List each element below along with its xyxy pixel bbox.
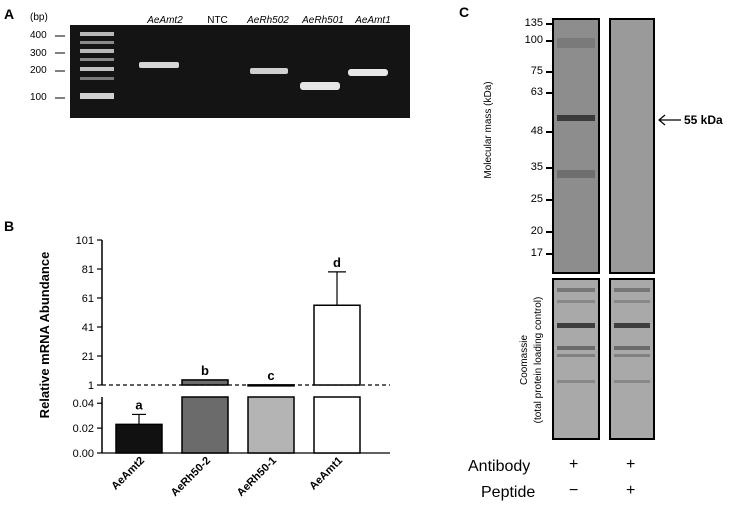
band-aeamt1 <box>348 69 388 76</box>
marker-tick <box>546 40 555 42</box>
ladder-400-label: 400 <box>30 30 47 41</box>
peptide-row-label: Peptide <box>481 484 536 501</box>
significance-letter: c <box>267 368 274 383</box>
bar-AeAmt2 <box>115 423 163 454</box>
chart-plot: 101 81 61 41 21 1 0.04 0.02 0.00 a AeAmt2 b AeRh50-2… <box>73 235 390 499</box>
marker-tick <box>546 71 555 73</box>
coomassie-label-svg: Coomassie (total protein loading control… <box>519 297 544 424</box>
upper-y-tick-label: 1 <box>88 380 94 392</box>
upper-y-tick-label: 81 <box>82 264 94 276</box>
x-tick-label: AeRh50-2 <box>169 455 213 499</box>
x-tick-label: AeAmt2 <box>109 455 147 493</box>
band-aeamt2 <box>139 62 179 68</box>
marker-tick <box>546 23 555 25</box>
ladder-100-label: 100 <box>30 92 47 103</box>
western-y-axis-label: Molecular mass (kDa) <box>483 81 494 178</box>
lane-label-aeamt1: AeAmt1 <box>355 15 391 26</box>
arrow-icon <box>658 114 681 126</box>
ladder-band <box>80 41 114 44</box>
lane2-antibody-sign: + <box>626 456 636 473</box>
ladder-ticks <box>55 35 65 99</box>
ladder-band <box>80 58 114 61</box>
marker-label: 135 <box>524 17 543 29</box>
bar-lower-AeAmt1 <box>313 396 361 454</box>
gel-unit-label: (bp) <box>30 12 48 23</box>
bar-lower-AeRh50-2 <box>181 396 229 454</box>
ladder-band <box>80 67 114 71</box>
lane-label-aerh501: AeRh501 <box>302 15 344 26</box>
ladder-band <box>80 93 114 99</box>
agarose-gel <box>70 25 410 118</box>
x-tick-label: AeRh50-1 <box>235 455 279 499</box>
significance-letter: a <box>135 397 143 412</box>
lane-label-aeamt2: AeAmt2 <box>147 15 183 26</box>
antibody-row-label: Antibody <box>468 458 531 475</box>
lane1-peptide-sign: − <box>569 482 579 499</box>
upper-y-tick-label: 41 <box>82 322 94 334</box>
marker-tick <box>546 92 555 94</box>
band-55kda <box>557 115 595 121</box>
marker-tick <box>546 167 555 169</box>
marker-label: 17 <box>530 247 543 259</box>
marker-tick <box>546 231 555 233</box>
marker-ladder: 135 100 75 63 48 35 25 20 17 <box>505 0 555 280</box>
marker-label: 25 <box>530 193 543 205</box>
gel-bands <box>70 25 410 118</box>
ladder-200-label: 200 <box>30 65 47 76</box>
panel-c-label: C <box>459 4 470 20</box>
lower-y-tick-label: 0.00 <box>73 448 94 460</box>
x-tick-label: AeAmt1 <box>307 455 345 493</box>
lower-y-tick-label: 0.04 <box>73 398 94 410</box>
coomassie-lane-1 <box>552 278 600 440</box>
bar-upper-AeRh50-1 <box>247 384 295 387</box>
marker-label: 63 <box>530 86 543 98</box>
marker-label: 35 <box>530 161 543 173</box>
band-aerh501 <box>300 82 340 90</box>
lane-label-ntc: NTC <box>207 15 228 26</box>
significance-letter: b <box>201 363 209 378</box>
marker-label: 20 <box>530 225 543 237</box>
upper-y-tick-label: 101 <box>76 235 94 247</box>
arrow-label: 55 kDa <box>684 113 723 127</box>
lower-y-tick-label: 0.02 <box>73 423 94 435</box>
faint-band <box>557 170 595 178</box>
marker-tick <box>546 131 555 133</box>
bar-lower-AeRh50-1 <box>247 396 295 454</box>
coomassie-lane-2 <box>609 278 655 440</box>
panel-a-label: A <box>4 6 15 22</box>
blot-lane-peptide <box>609 18 655 274</box>
coomassie-label: Coomassie <box>519 335 530 385</box>
lane1-antibody-sign: + <box>569 456 579 473</box>
coomassie-sublabel: (total protein loading control) <box>533 297 544 424</box>
band-aerh502 <box>250 68 288 74</box>
bar-chart: Relative mRNA Abundance 101 81 61 41 21 1 0.04… <box>37 235 390 499</box>
significance-letter: d <box>333 255 341 270</box>
panel-b-label: B <box>4 218 15 234</box>
ladder-band <box>80 77 114 80</box>
western-y-label-svg: Molecular mass (kDa) <box>483 81 494 178</box>
upper-y-tick-label: 61 <box>82 293 94 305</box>
upper-y-tick-label: 21 <box>82 351 94 363</box>
lane2-peptide-sign: + <box>626 482 636 499</box>
ladder-300-label: 300 <box>30 48 47 59</box>
lane-label-aerh502: AeRh502 <box>247 15 289 26</box>
bar-upper-AeAmt1 <box>313 304 361 386</box>
marker-label: 48 <box>530 125 543 137</box>
y-axis-label: Relative mRNA Abundance <box>37 252 52 419</box>
marker-label: 75 <box>530 65 543 77</box>
bar-upper-AeRh50-2 <box>181 379 229 386</box>
marker-label: 100 <box>524 34 543 46</box>
blot-lane-antibody <box>552 18 600 274</box>
faint-band <box>557 38 595 48</box>
marker-tick <box>546 253 555 255</box>
marker-tick <box>546 199 555 201</box>
ladder-band <box>80 49 114 53</box>
ladder-band <box>80 32 114 36</box>
